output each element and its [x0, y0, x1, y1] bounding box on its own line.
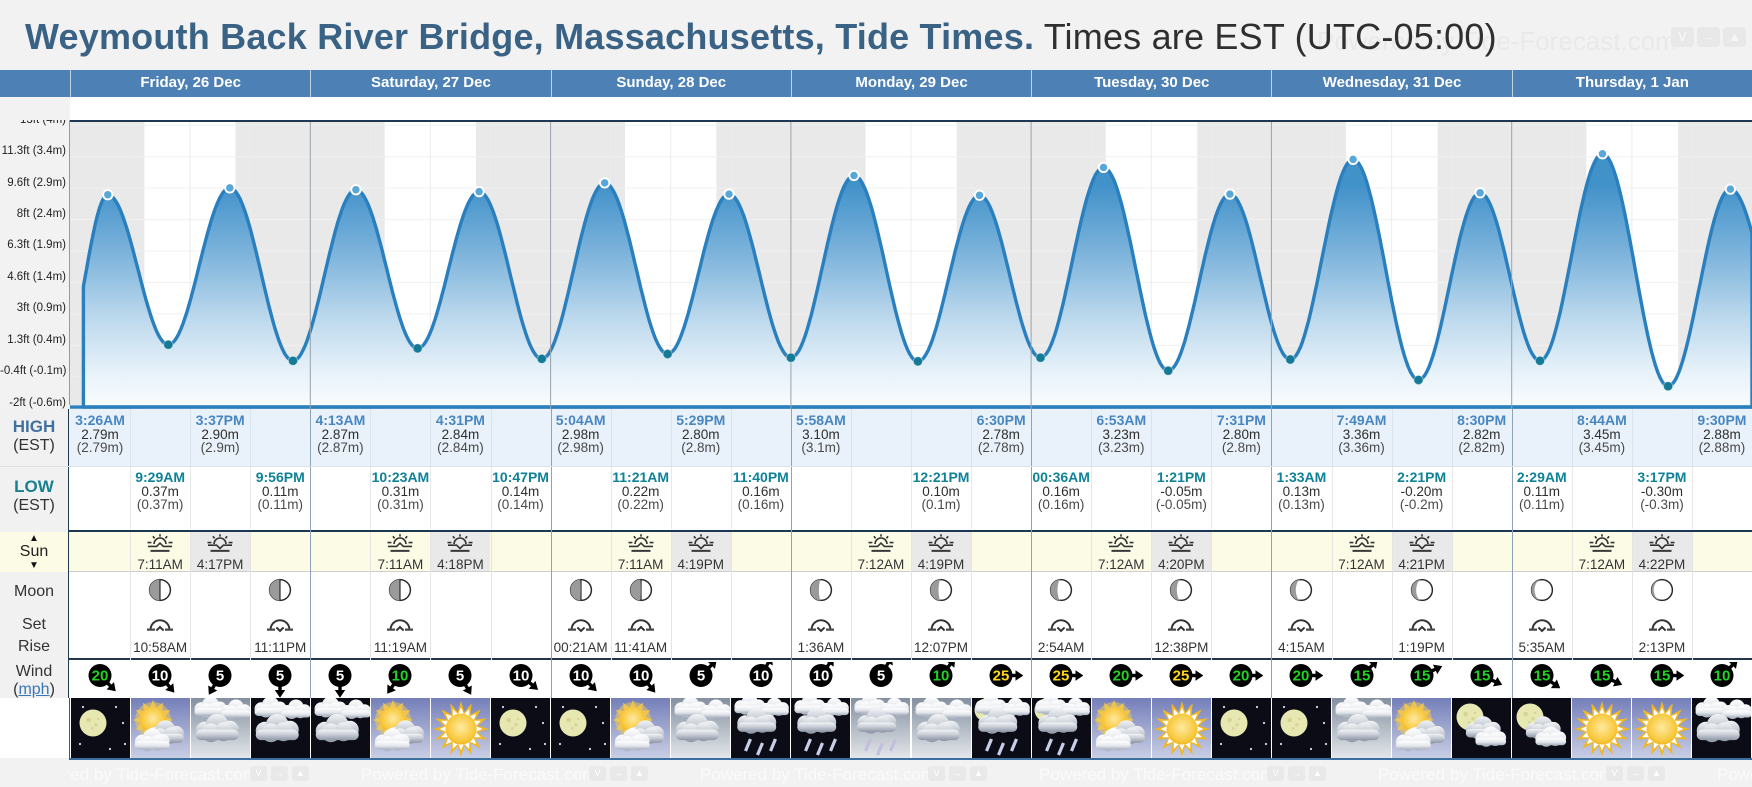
svg-text:15: 15 [1533, 668, 1550, 685]
svg-text:20: 20 [1293, 668, 1310, 685]
svg-text:10: 10 [933, 668, 950, 685]
svg-text:15: 15 [1473, 668, 1490, 685]
svg-text:5: 5 [216, 668, 224, 685]
svg-text:5: 5 [276, 668, 284, 685]
svg-text:15: 15 [1353, 668, 1370, 685]
svg-text:5: 5 [456, 668, 464, 685]
svg-text:15: 15 [1594, 668, 1611, 685]
svg-text:10: 10 [632, 668, 649, 685]
svg-text:10: 10 [813, 668, 830, 685]
svg-text:25: 25 [1173, 668, 1190, 685]
svg-text:25: 25 [1053, 668, 1070, 685]
svg-text:10: 10 [512, 668, 529, 685]
svg-text:10: 10 [753, 668, 770, 685]
svg-text:5: 5 [336, 668, 344, 685]
svg-text:10: 10 [1714, 668, 1731, 685]
svg-text:5: 5 [877, 668, 885, 685]
svg-text:20: 20 [1233, 668, 1250, 685]
svg-text:10: 10 [392, 668, 409, 685]
svg-text:15: 15 [1654, 668, 1671, 685]
svg-text:20: 20 [1113, 668, 1130, 685]
svg-text:15: 15 [1413, 668, 1430, 685]
svg-text:5: 5 [697, 668, 705, 685]
svg-text:10: 10 [152, 668, 169, 685]
svg-text:20: 20 [92, 668, 109, 685]
svg-text:25: 25 [993, 668, 1010, 685]
svg-text:10: 10 [572, 668, 589, 685]
